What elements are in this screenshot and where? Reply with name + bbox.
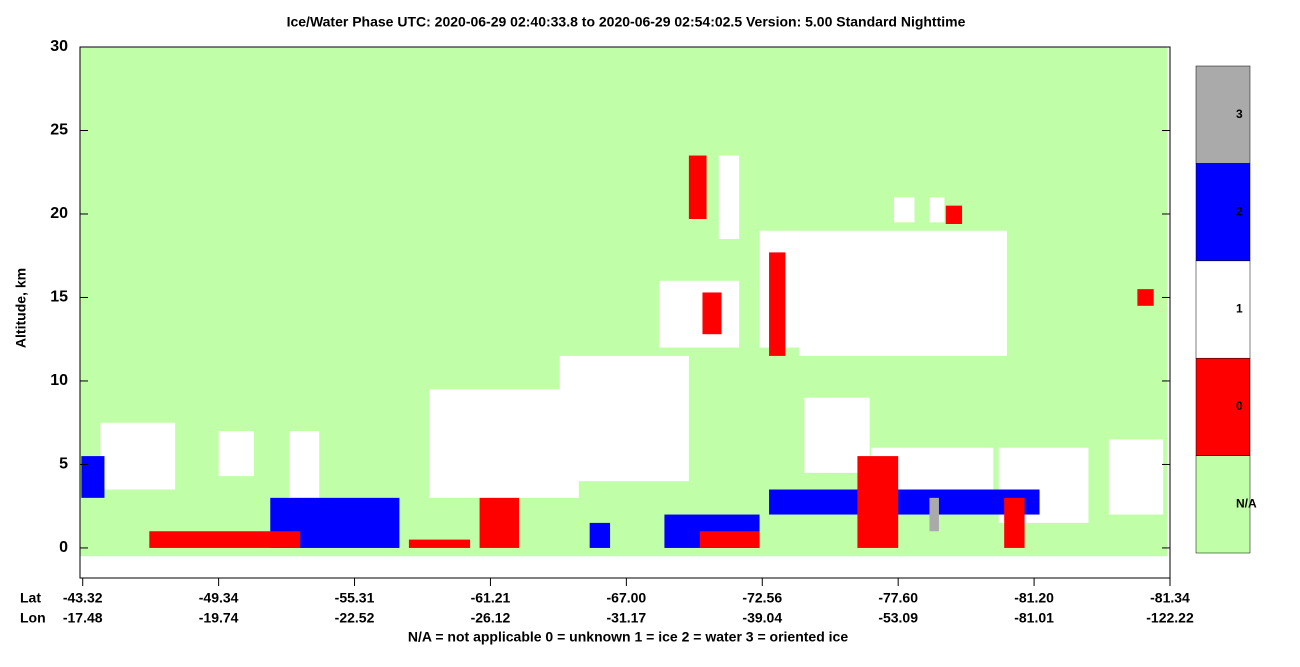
phase-region — [658, 280, 740, 348]
y-tick-label: 0 — [59, 539, 68, 556]
x-tick-label: -55.31 — [335, 590, 375, 606]
x-tick-label: -49.34 — [199, 590, 239, 606]
colorbar-label: 3 — [1236, 107, 1243, 121]
x-row-name: Lat — [20, 590, 41, 606]
x-tick-label: -39.04 — [742, 610, 782, 626]
x-tick-label: -67.00 — [607, 590, 647, 606]
footnote: N/A = not applicable 0 = unknown 1 = ice… — [408, 629, 848, 645]
phase-region — [929, 497, 939, 532]
y-tick-label: 15 — [50, 289, 68, 306]
colorbar-swatch — [1195, 163, 1251, 262]
y-tick-label: 30 — [50, 38, 68, 55]
colorbar-swatch — [1195, 65, 1251, 164]
x-tick-label: -31.17 — [607, 610, 647, 626]
x-tick-label: -43.32 — [63, 590, 103, 606]
chart-title: Ice/Water Phase UTC: 2020-06-29 02:40:33… — [287, 14, 966, 30]
phase-region — [894, 197, 915, 223]
phase-region — [718, 155, 740, 240]
phase-region — [769, 252, 786, 356]
phase-region — [1108, 439, 1164, 515]
x-tick-label: -122.22 — [1146, 610, 1194, 626]
x-tick-label: -81.34 — [1150, 590, 1190, 606]
x-tick-label: -61.21 — [471, 590, 511, 606]
x-tick-label: -81.20 — [1014, 590, 1054, 606]
y-tick-label: 25 — [50, 122, 68, 139]
phase-region — [218, 431, 254, 477]
phase-region — [798, 230, 1007, 356]
colorbar-label: 2 — [1236, 204, 1243, 218]
colorbar-swatch — [1195, 260, 1251, 359]
phase-region — [1137, 289, 1154, 306]
x-tick-label: -81.01 — [1014, 610, 1054, 626]
phase-region — [702, 292, 722, 335]
colorbar-label: 1 — [1236, 302, 1243, 316]
phase-region — [289, 431, 320, 498]
phase-region — [699, 531, 760, 548]
x-tick-label: -72.56 — [742, 590, 782, 606]
phase-region — [589, 522, 611, 548]
colorbar-label: 0 — [1236, 399, 1243, 413]
x-row-name: Lon — [20, 610, 46, 626]
x-tick-label: -19.74 — [199, 610, 239, 626]
y-tick-label: 20 — [50, 205, 68, 222]
phase-region — [559, 355, 689, 482]
phase-region — [100, 422, 176, 490]
x-tick-label: -17.48 — [63, 610, 103, 626]
phase-region — [81, 456, 105, 498]
colorbar-swatch — [1195, 357, 1251, 456]
phase-region — [479, 497, 519, 548]
phase-region — [769, 489, 1040, 515]
phase-region — [688, 155, 707, 219]
phase-region — [149, 531, 301, 548]
plot-frame — [79, 46, 1171, 579]
phase-region — [929, 197, 945, 223]
colorbar-label: N/A — [1236, 496, 1257, 510]
x-tick-label: -53.09 — [878, 610, 918, 626]
phase-region — [429, 389, 579, 498]
x-tick-label: -77.60 — [878, 590, 918, 606]
phase-region — [408, 539, 471, 548]
y-axis-label: Altitude, km — [13, 268, 29, 348]
x-tick-label: -22.52 — [335, 610, 375, 626]
phase-region — [857, 456, 899, 548]
x-tick-label: -26.12 — [471, 610, 511, 626]
y-tick-label: 10 — [50, 372, 68, 389]
phase-region — [1004, 497, 1025, 548]
colorbar-swatch — [1195, 455, 1251, 554]
phase-region — [945, 205, 963, 224]
y-tick-label: 5 — [59, 456, 68, 473]
